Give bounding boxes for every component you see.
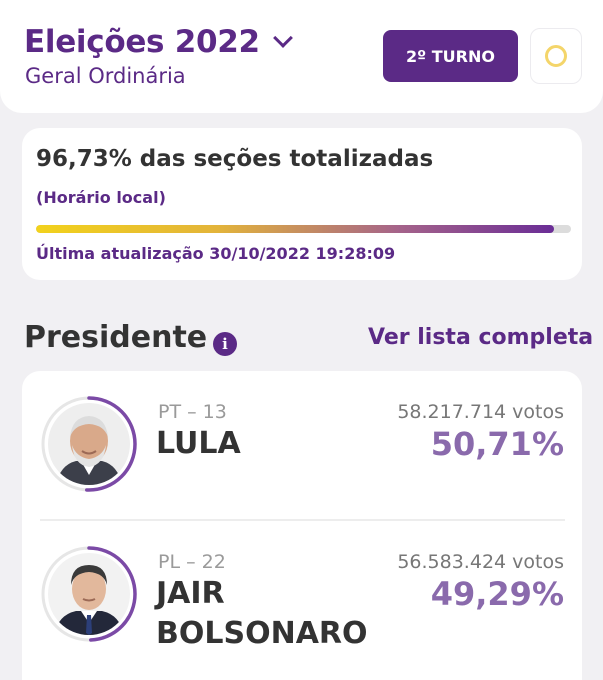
candidate-photo xyxy=(48,403,130,485)
progress-bar-fill xyxy=(36,225,554,233)
theme-toggle-button[interactable] xyxy=(530,28,582,84)
section-title: Presidente xyxy=(24,320,208,355)
candidate-party: PT – 13 xyxy=(158,401,227,423)
candidate-percent: 50,71% xyxy=(430,425,564,463)
progress-card: 96,73% das seções totalizadas (Horário l… xyxy=(22,128,582,280)
app-header: Eleições 2022 Geral Ordinária 2º TURNO xyxy=(0,0,603,113)
candidate-votes: 58.217.714 votos xyxy=(397,401,564,423)
sections-totalized-text: 96,73% das seções totalizadas xyxy=(36,146,434,172)
progress-bar xyxy=(36,225,571,233)
chevron-down-icon[interactable] xyxy=(272,28,293,48)
candidate-name: JAIR BOLSONARO xyxy=(156,576,368,651)
avatar xyxy=(40,545,138,643)
candidate-party: PL – 22 xyxy=(158,551,226,573)
last-update-text: Última atualização 30/10/2022 19:28:09 xyxy=(36,244,396,263)
avatar xyxy=(40,395,138,493)
candidate-votes: 56.583.424 votos xyxy=(397,551,564,573)
election-selector[interactable]: Eleições 2022 xyxy=(24,24,293,60)
candidates-card: PT – 13 LULA 58.217.714 votos 50,71% xyxy=(22,371,582,680)
see-full-list-link[interactable]: Ver lista completa xyxy=(368,325,594,350)
sun-icon xyxy=(545,45,567,67)
info-icon[interactable]: i xyxy=(213,332,237,356)
vote-share-ring xyxy=(41,396,137,492)
turno-button[interactable]: 2º TURNO xyxy=(383,30,518,82)
candidate-name: LULA xyxy=(156,426,241,461)
candidate-percent: 49,29% xyxy=(430,575,564,613)
candidate-photo xyxy=(48,553,130,635)
election-subtitle: Geral Ordinária xyxy=(25,64,186,88)
divider xyxy=(40,519,565,521)
local-time-label: (Horário local) xyxy=(36,188,166,207)
election-title: Eleições 2022 xyxy=(24,24,260,60)
vote-share-ring xyxy=(41,546,137,642)
